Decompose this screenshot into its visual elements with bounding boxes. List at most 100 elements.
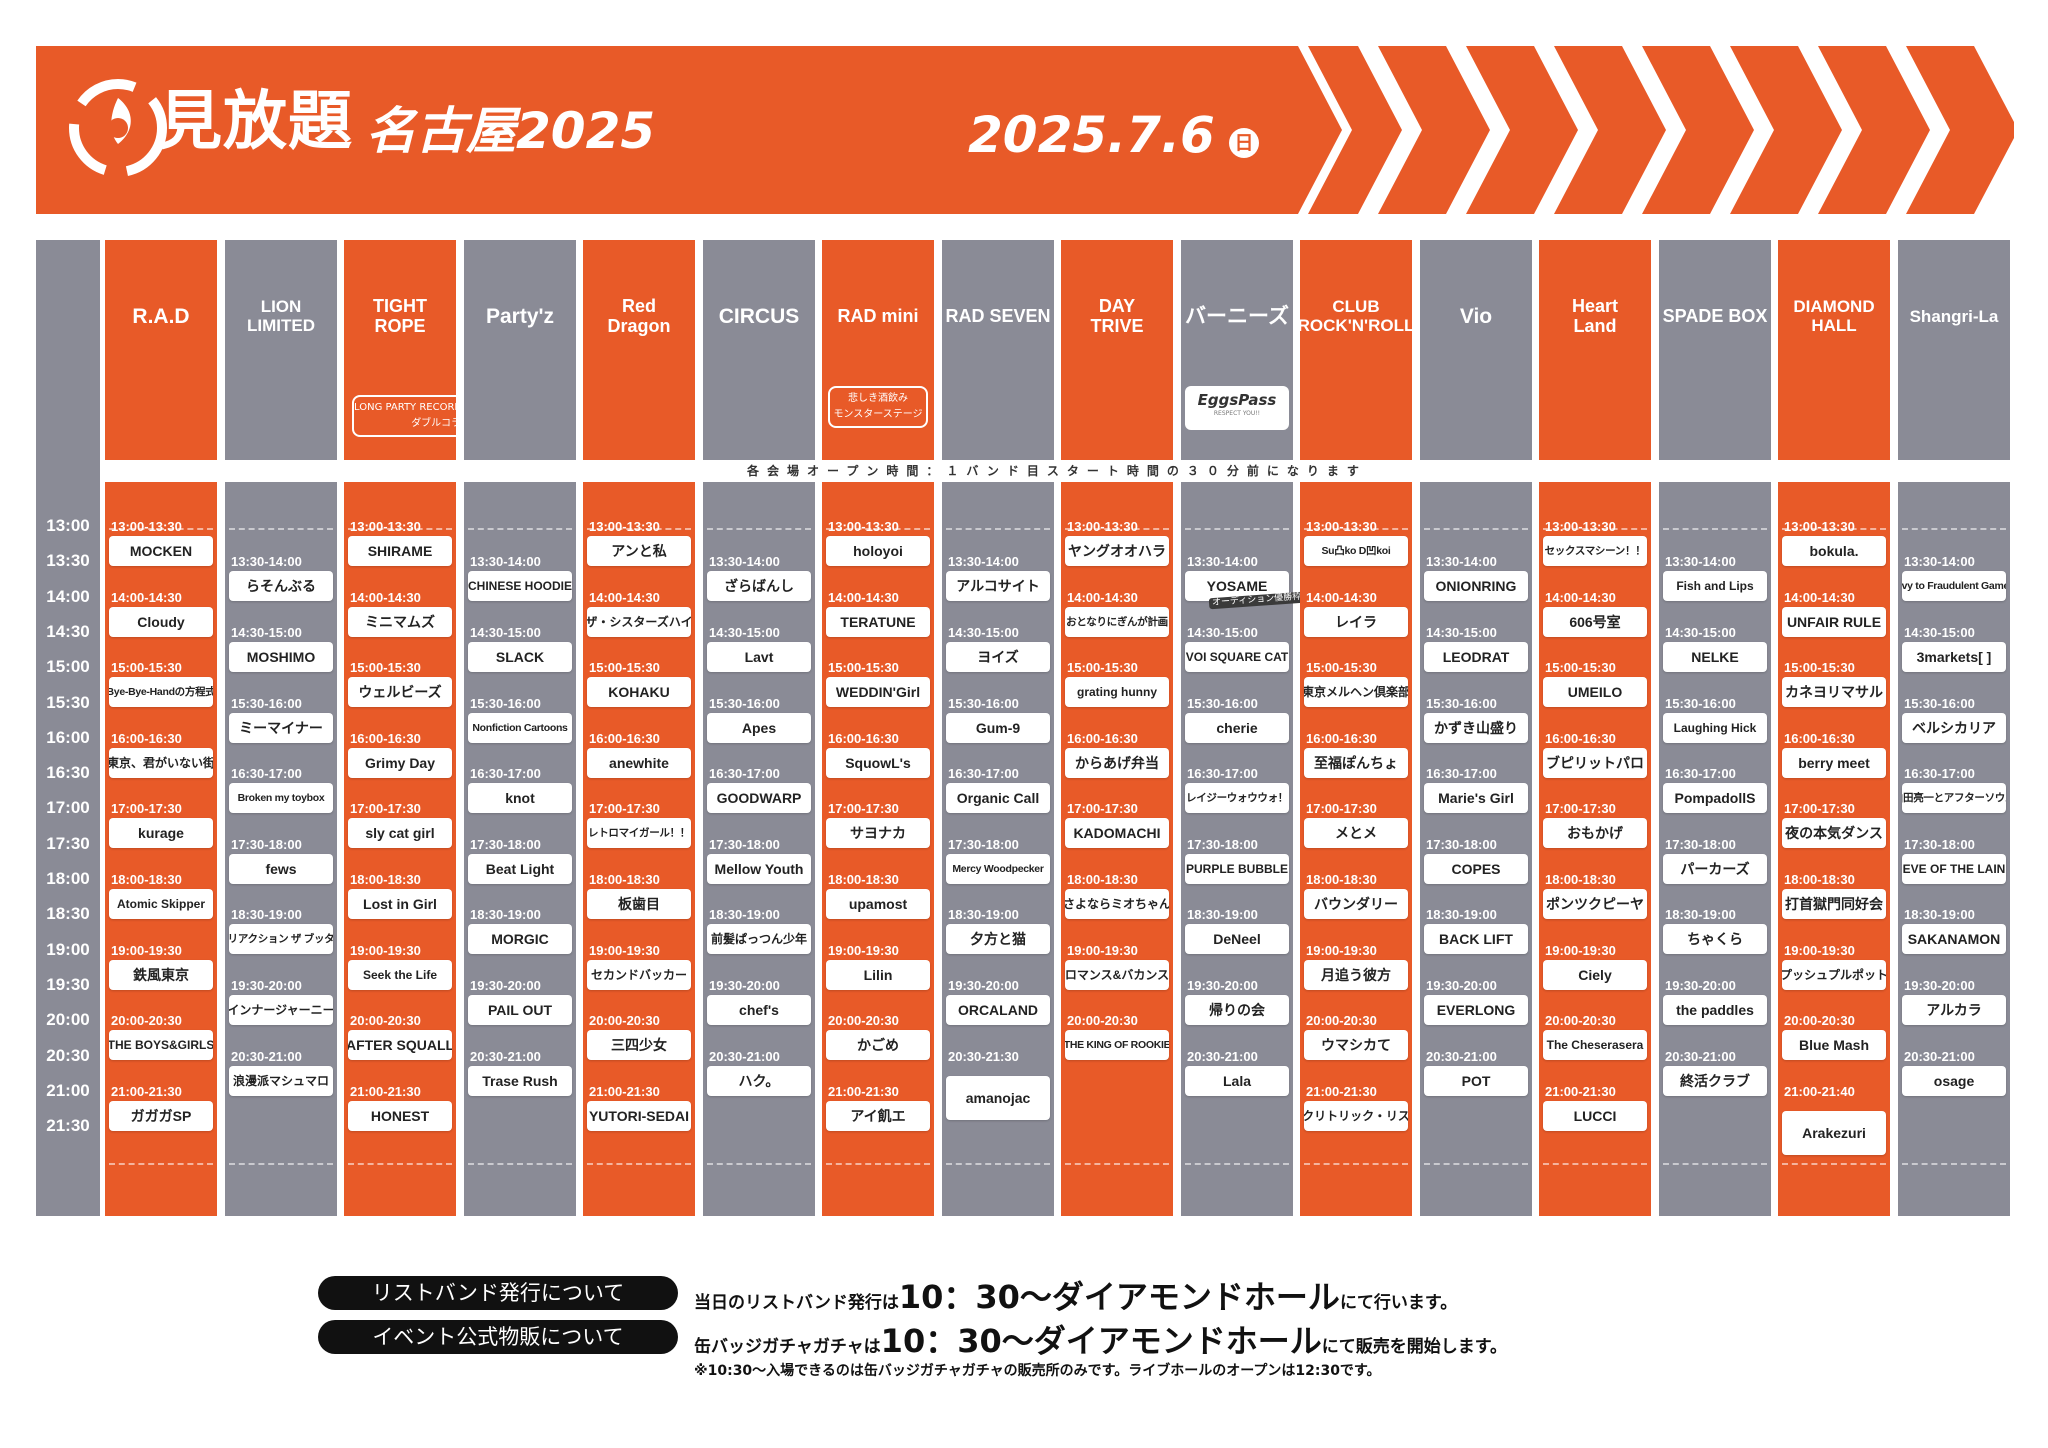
band-slot[interactable]: レトロマイガール！！ [587, 818, 691, 849]
band-slot[interactable]: 山田亮一とアフターソウル [1902, 783, 2006, 814]
band-slot[interactable]: Atomic Skipper [109, 889, 213, 919]
band-slot[interactable]: Arakezuri [1782, 1110, 1886, 1155]
band-slot[interactable]: メとメ [1304, 818, 1408, 849]
band-slot[interactable]: THE KING OF ROOKIE [1065, 1030, 1169, 1061]
band-slot[interactable]: VOI SQUARE CAT [1185, 641, 1289, 672]
band-slot[interactable]: COPES [1424, 853, 1528, 884]
band-slot[interactable]: PURPLE BUBBLE [1185, 853, 1289, 884]
band-slot[interactable]: ミニマムズ [348, 606, 452, 637]
band-slot[interactable]: Laughing Hick [1663, 712, 1767, 743]
band-slot[interactable]: ざらばんし [707, 571, 811, 602]
band-slot[interactable]: holoyoi [826, 536, 930, 566]
band-slot[interactable]: 前髪ぱっつん少年 [707, 924, 811, 955]
band-slot[interactable]: かずき山盛り [1424, 712, 1528, 743]
band-slot[interactable]: Apes [707, 712, 811, 743]
band-slot[interactable]: SquowL's [826, 747, 930, 778]
band-slot[interactable]: UNFAIR RULE [1782, 606, 1886, 637]
band-slot[interactable]: LUCCI [1543, 1100, 1647, 1131]
band-slot[interactable]: パーカーズ [1663, 853, 1767, 884]
band-slot[interactable]: インナージャーニー [229, 994, 333, 1025]
band-slot[interactable]: 打首獄門同好会 [1782, 889, 1886, 919]
band-slot[interactable]: UMEILO [1543, 677, 1647, 708]
band-slot[interactable]: クリトリック・リス [1304, 1100, 1408, 1131]
band-slot[interactable]: 板歯目 [587, 889, 691, 919]
band-slot[interactable]: Su凸ko D凹koi [1304, 536, 1408, 566]
band-slot[interactable]: サヨナカ [826, 818, 930, 849]
band-slot[interactable]: Blue Mash [1782, 1030, 1886, 1061]
band-slot[interactable]: HONEST [348, 1100, 452, 1131]
band-slot[interactable]: bokula. [1782, 536, 1886, 566]
band-slot[interactable]: Lost in Girl [348, 889, 452, 919]
band-slot[interactable]: Trase Rush [468, 1065, 572, 1096]
band-slot[interactable]: amanojac [946, 1075, 1050, 1120]
band-slot[interactable]: セックスマシーン！！ [1543, 536, 1647, 566]
band-slot[interactable]: osage [1902, 1065, 2006, 1096]
band-slot[interactable]: Organic Call [946, 783, 1050, 814]
band-slot[interactable]: ORCALAND [946, 994, 1050, 1025]
band-slot[interactable]: YUTORI-SEDAI [587, 1100, 691, 1131]
band-slot[interactable]: Marie's Girl [1424, 783, 1528, 814]
band-slot[interactable]: SHIRAME [348, 536, 452, 566]
band-slot[interactable]: ガガガSP [109, 1100, 213, 1131]
band-slot[interactable]: 606号室 [1543, 606, 1647, 637]
band-slot[interactable]: MOSHIMO [229, 641, 333, 672]
band-slot[interactable]: 月追う彼方 [1304, 959, 1408, 990]
band-slot[interactable]: 三四少女 [587, 1030, 691, 1061]
band-slot[interactable]: 至福ぽんちょ [1304, 747, 1408, 778]
band-slot[interactable]: Ivy to Fraudulent Game [1902, 571, 2006, 602]
band-slot[interactable]: らそんぶる [229, 571, 333, 602]
band-slot[interactable]: grating hunny [1065, 677, 1169, 708]
band-slot[interactable]: DeNeel [1185, 924, 1289, 955]
band-slot[interactable]: Gum-9 [946, 712, 1050, 743]
band-slot[interactable]: fews [229, 853, 333, 884]
band-slot[interactable]: MORGIC [468, 924, 572, 955]
band-slot[interactable]: ウェルビーズ [348, 677, 452, 708]
band-slot[interactable]: ヤングオオハラ [1065, 536, 1169, 566]
band-slot[interactable]: 夜の本気ダンス [1782, 818, 1886, 849]
band-slot[interactable]: MOCKEN [109, 536, 213, 566]
band-slot[interactable]: KADOMACHI [1065, 818, 1169, 849]
band-slot[interactable]: berry meet [1782, 747, 1886, 778]
band-slot[interactable]: 帰りの会 [1185, 994, 1289, 1025]
band-slot[interactable]: the paddles [1663, 994, 1767, 1025]
band-slot[interactable]: Seek the Life [348, 959, 452, 990]
band-slot[interactable]: バウンダリー [1304, 889, 1408, 919]
band-slot[interactable]: Broken my toybox [229, 783, 333, 814]
band-slot[interactable]: KOHAKU [587, 677, 691, 708]
band-slot[interactable]: CHINESE HOODIE [468, 571, 572, 602]
band-slot[interactable]: アイ飢エ [826, 1100, 930, 1131]
band-slot[interactable]: sly cat girl [348, 818, 452, 849]
band-slot[interactable]: PompadollS [1663, 783, 1767, 814]
band-slot[interactable]: Fish and Lips [1663, 571, 1767, 602]
band-slot[interactable]: ハク。 [707, 1065, 811, 1096]
band-slot[interactable]: アルコサイト [946, 571, 1050, 602]
band-slot[interactable]: Ciely [1543, 959, 1647, 990]
band-slot[interactable]: さよならミオちゃん [1065, 889, 1169, 919]
band-slot[interactable]: THE BOYS&GIRLS [109, 1030, 213, 1061]
band-slot[interactable]: アンと私 [587, 536, 691, 566]
band-slot[interactable]: Lavt [707, 641, 811, 672]
band-slot[interactable]: Cloudy [109, 606, 213, 637]
band-slot[interactable]: ウマシカて [1304, 1030, 1408, 1061]
band-slot[interactable]: chef's [707, 994, 811, 1025]
band-slot[interactable]: upamost [826, 889, 930, 919]
band-slot[interactable]: kurage [109, 818, 213, 849]
band-slot[interactable]: ザ・シスターズハイ [587, 606, 691, 637]
band-slot[interactable]: PAIL OUT [468, 994, 572, 1025]
band-slot[interactable]: ブピリットパロ [1543, 747, 1647, 778]
band-slot[interactable]: SLACK [468, 641, 572, 672]
band-slot[interactable]: cherie [1185, 712, 1289, 743]
band-slot[interactable]: Bye-Bye-Handの方程式 [109, 677, 213, 708]
band-slot[interactable]: Beat Light [468, 853, 572, 884]
band-slot[interactable]: 夕方と猫 [946, 924, 1050, 955]
band-slot[interactable]: NELKE [1663, 641, 1767, 672]
band-slot[interactable]: WEDDIN'Girl [826, 677, 930, 708]
band-slot[interactable]: POT [1424, 1065, 1528, 1096]
band-slot[interactable]: 終活クラブ [1663, 1065, 1767, 1096]
band-slot[interactable]: Mercy Woodpecker [946, 853, 1050, 884]
band-slot[interactable]: 東京、君がいない街 [109, 747, 213, 778]
band-slot[interactable]: おもかげ [1543, 818, 1647, 849]
band-slot[interactable]: レイラ [1304, 606, 1408, 637]
band-slot[interactable]: おとなりにぎんが計画 [1065, 606, 1169, 637]
band-slot[interactable]: Lilin [826, 959, 930, 990]
